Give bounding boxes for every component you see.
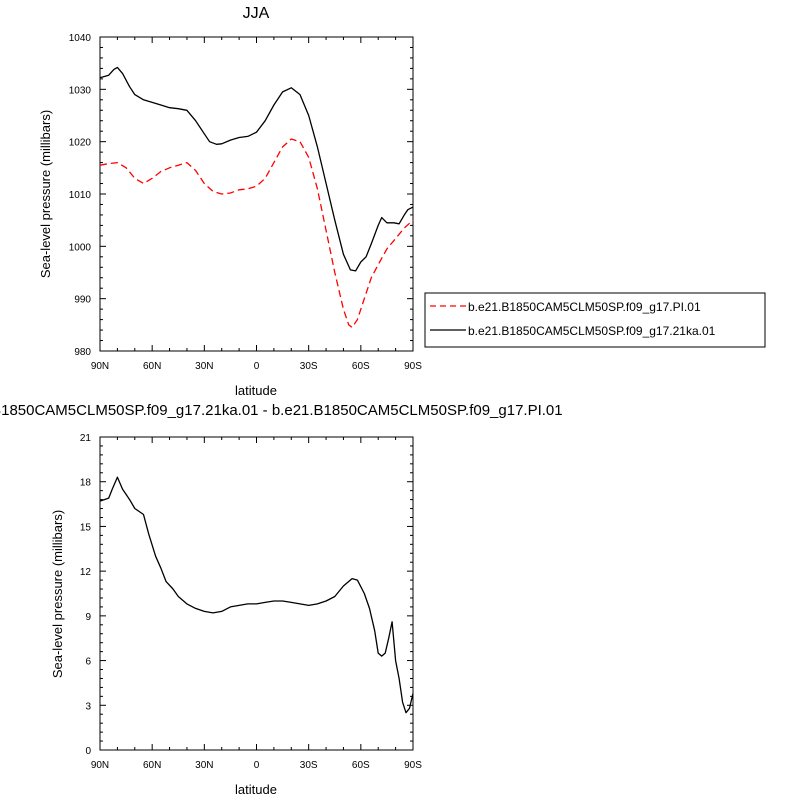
legend-label-pi: b.e21.B1850CAM5CLM50SP.f09_g17.PI.01 — [468, 300, 701, 314]
top-x-tick-label: 30S — [300, 361, 318, 372]
bottom-chart-title: b.e21.B1850CAM5CLM50SP.f09_g17.21ka.01 -… — [0, 402, 563, 419]
bottom-plot-frame — [99, 436, 414, 751]
top-y-tick-label: 1040 — [69, 33, 92, 44]
bottom-x-tick-label: 30N — [195, 760, 213, 771]
bottom-y-tick-label: 18 — [80, 478, 92, 489]
top-series-group — [99, 66, 414, 329]
bottom-x-tick-label: 90S — [404, 760, 422, 771]
top-x-ticks: 90N 60N 30N 0 30S 60S 90S — [91, 37, 422, 372]
top-x-tick-label: 0 — [254, 361, 260, 372]
top-y-tick-label: 1010 — [69, 190, 92, 201]
top-legend: b.e21.B1850CAM5CLM50SP.f09_g17.PI.01 b.e… — [424, 292, 766, 348]
legend-box — [424, 292, 766, 348]
top-y-axis-label: Sea-level pressure (millibars) — [38, 110, 53, 278]
top-chart: JJA 980 990 1000 1010 1020 1030 1040 90N 60N 30N… — [38, 5, 422, 398]
bottom-y-tick-label: 6 — [85, 657, 91, 668]
bottom-y-tick-label: 9 — [85, 612, 91, 623]
bottom-x-tick-label: 60S — [352, 760, 370, 771]
top-series-line-0 — [99, 138, 414, 329]
bottom-y-tick-label: 21 — [80, 433, 92, 444]
bottom-x-tick-label: 60N — [143, 760, 161, 771]
bottom-x-tick-label: 90N — [91, 760, 109, 771]
bottom-x-tick-label: 0 — [254, 760, 260, 771]
top-y-tick-label: 1030 — [69, 85, 92, 96]
bottom-y-tick-label: 15 — [80, 522, 92, 533]
top-plot-frame — [99, 36, 414, 352]
bottom-y-tick-label: 3 — [85, 701, 91, 712]
legend-label-21ka: b.e21.B1850CAM5CLM50SP.f09_g17.21ka.01 — [468, 324, 716, 338]
bottom-series-group — [99, 476, 414, 714]
top-x-tick-label: 30N — [195, 361, 213, 372]
top-x-tick-label: 90N — [91, 361, 109, 372]
bottom-series-line-0 — [99, 476, 414, 714]
top-y-tick-label: 1020 — [69, 138, 92, 149]
top-y-tick-label: 1000 — [69, 242, 92, 253]
top-x-tick-label: 90S — [404, 361, 422, 372]
bottom-y-tick-label: 12 — [80, 567, 92, 578]
top-y-ticks: 980 990 1000 1010 1020 1030 1040 — [69, 33, 413, 358]
bottom-chart: b.e21.B1850CAM5CLM50SP.f09_g17.21ka.01 -… — [0, 402, 563, 797]
bottom-x-tick-label: 30S — [300, 760, 318, 771]
top-x-axis-label: latitude — [235, 383, 277, 398]
top-y-tick-label: 990 — [74, 295, 91, 306]
bottom-x-ticks: 90N 60N 30N 0 30S 60S 90S — [91, 437, 422, 771]
top-y-tick-label: 980 — [74, 347, 91, 358]
top-x-tick-label: 60S — [352, 361, 370, 372]
bottom-y-axis-label: Sea-level pressure (millibars) — [50, 510, 65, 678]
top-x-tick-label: 60N — [143, 361, 161, 372]
top-chart-title: JJA — [243, 5, 270, 22]
bottom-x-axis-label: latitude — [235, 782, 277, 797]
top-series-line-1 — [99, 66, 414, 272]
bottom-y-ticks: 0 3 6 9 12 15 18 21 — [80, 433, 413, 757]
bottom-y-tick-label: 0 — [85, 746, 91, 757]
